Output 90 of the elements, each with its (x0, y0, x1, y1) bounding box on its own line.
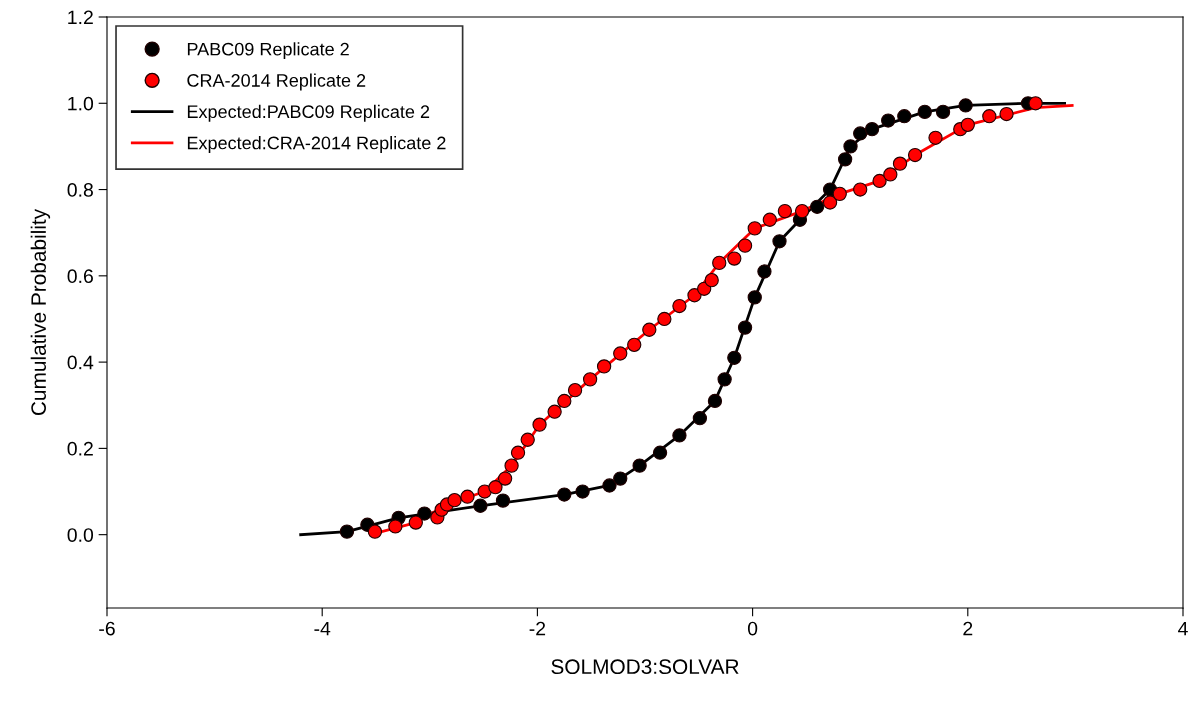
point (737, 238, 753, 253)
point (935, 104, 951, 120)
point (727, 350, 742, 365)
point (928, 130, 943, 145)
point (892, 156, 908, 171)
point (794, 203, 810, 219)
point (960, 117, 975, 132)
point (642, 322, 657, 337)
legend-label: Expected:CRA-2014 Replicate 2 (187, 136, 446, 153)
y-axis-title: Cumulative Probability (30, 208, 51, 416)
y-tick-label: 0.0 (67, 528, 94, 542)
point (596, 359, 612, 374)
point (652, 445, 668, 460)
point (657, 311, 672, 327)
x-tick-label: -6 (99, 621, 115, 636)
point (567, 383, 583, 398)
point (747, 290, 762, 305)
point (982, 109, 997, 124)
point (388, 519, 403, 534)
point (613, 471, 628, 486)
point (520, 432, 535, 447)
point (557, 487, 572, 502)
point (510, 445, 526, 460)
x-tick-label: 2 (963, 621, 973, 636)
point (557, 393, 572, 409)
point (367, 524, 383, 539)
point (602, 478, 617, 493)
point (872, 173, 887, 189)
point (837, 152, 853, 167)
point (712, 255, 727, 271)
point (417, 506, 432, 521)
point (772, 234, 787, 249)
x-tick-label: 0 (747, 621, 758, 636)
point (704, 273, 719, 288)
legend-label: Expected:PABC09 Replicate 2 (187, 104, 430, 122)
point (692, 411, 708, 426)
point (495, 493, 511, 508)
point (897, 109, 912, 124)
point (727, 251, 742, 266)
point (632, 458, 647, 473)
point (881, 113, 896, 128)
point (473, 498, 488, 513)
point (958, 98, 973, 113)
legend-label: CRA-2014 Replicate 2 (187, 73, 366, 91)
point (737, 320, 753, 335)
legend-label: PABC09 Replicate 2 (187, 42, 349, 60)
point (747, 221, 762, 236)
x-axis-title: SOLMOD3:SOLVAR (551, 659, 739, 675)
point (707, 393, 723, 409)
point (864, 122, 880, 137)
point (532, 417, 547, 432)
point (627, 337, 642, 352)
point (547, 404, 562, 419)
point (822, 195, 838, 210)
point (832, 186, 847, 202)
point (504, 458, 519, 473)
point (717, 372, 732, 387)
point (447, 493, 462, 508)
point (762, 212, 777, 227)
point (582, 372, 598, 387)
x-tick-label: 4 (1178, 621, 1188, 636)
point (883, 167, 898, 182)
point (575, 484, 590, 499)
point (757, 264, 772, 279)
y-tick-label: 1.2 (68, 10, 93, 25)
y-tick-label: 0.2 (67, 441, 93, 456)
point (339, 524, 355, 539)
point (408, 515, 423, 530)
point (488, 480, 503, 495)
y-tick-label: 0.8 (67, 183, 93, 197)
y-tick-label: 0.6 (67, 269, 93, 284)
point (672, 298, 687, 314)
point (613, 346, 628, 361)
x-tick-label: -2 (529, 621, 546, 636)
y-tick-label: 0.4 (67, 355, 94, 370)
point (460, 489, 475, 504)
point (999, 106, 1014, 122)
y-tick-label: 1.0 (68, 96, 94, 111)
point (917, 104, 932, 120)
point (672, 428, 687, 443)
point (687, 288, 702, 303)
point (853, 182, 868, 197)
point (907, 147, 923, 163)
x-tick-label: -4 (314, 621, 331, 636)
point (777, 203, 793, 219)
point (810, 199, 825, 214)
point (497, 471, 513, 486)
point (853, 126, 868, 141)
point (843, 139, 858, 154)
point (1028, 96, 1043, 111)
